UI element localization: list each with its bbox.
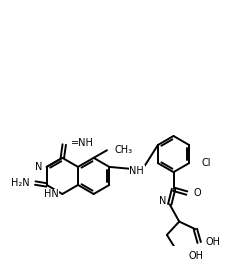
Text: =NH: =NH xyxy=(70,138,94,148)
Text: OH: OH xyxy=(188,251,203,259)
Text: O: O xyxy=(193,188,200,198)
Text: N: N xyxy=(34,162,42,172)
Text: NH: NH xyxy=(129,166,144,176)
Text: Cl: Cl xyxy=(201,158,210,168)
Text: N: N xyxy=(159,196,166,206)
Text: OH: OH xyxy=(205,238,220,248)
Text: CH₃: CH₃ xyxy=(114,145,132,155)
Text: HN: HN xyxy=(44,189,58,199)
Text: H₂N: H₂N xyxy=(11,178,30,188)
